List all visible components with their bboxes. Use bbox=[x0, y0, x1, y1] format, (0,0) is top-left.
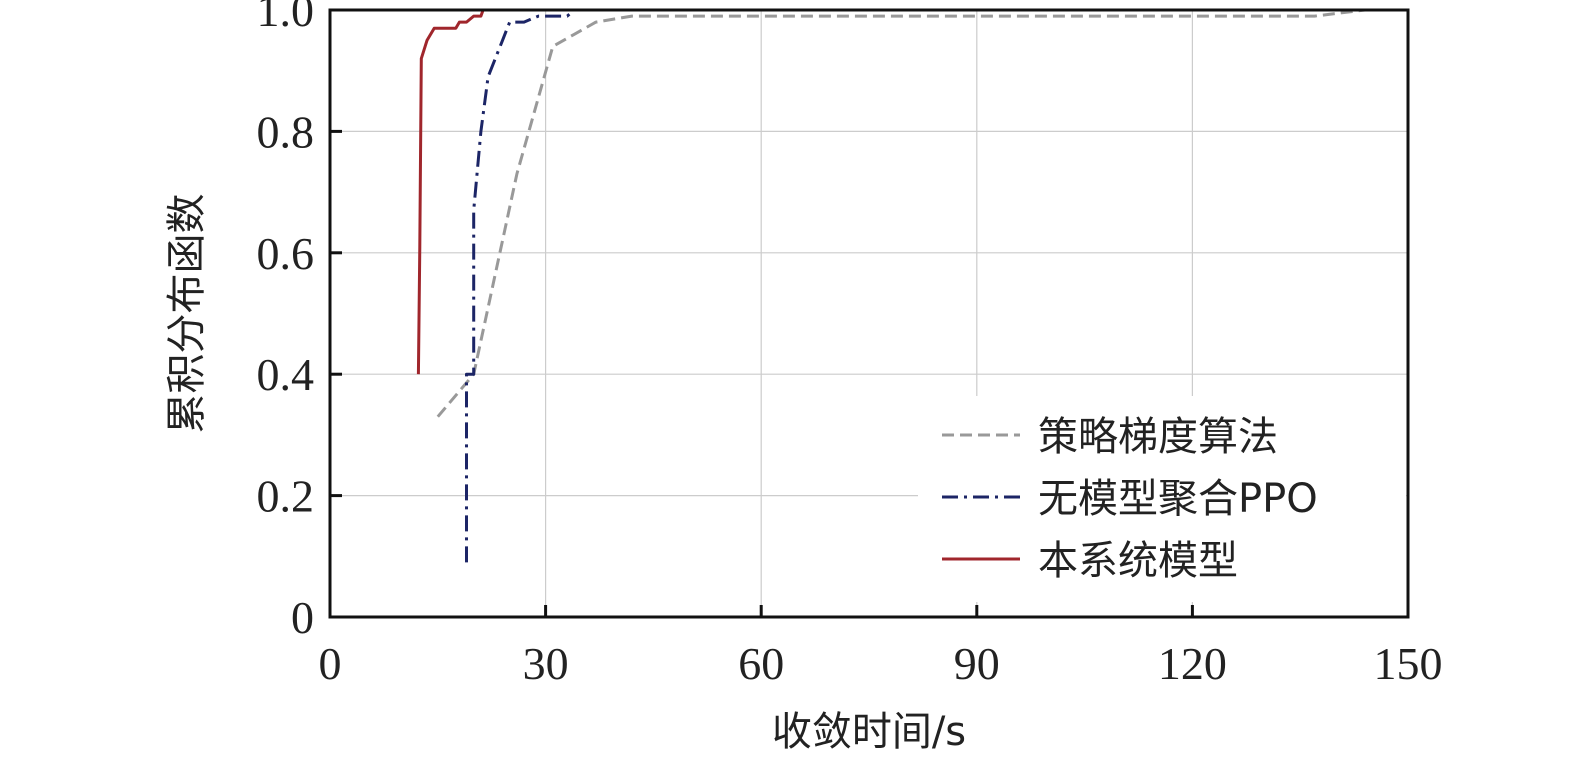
legend-label: 本系统模型 bbox=[1038, 538, 1238, 584]
series-layer bbox=[416, 8, 1366, 563]
y-tick-label: 0.2 bbox=[257, 471, 315, 522]
x-tick-label: 120 bbox=[1158, 638, 1227, 689]
legend-box bbox=[918, 396, 1406, 602]
y-tick-label: 0 bbox=[291, 592, 314, 643]
y-tick-label: 1.0 bbox=[257, 0, 315, 36]
series-line-2 bbox=[416, 9, 485, 375]
series-line-0 bbox=[436, 8, 1366, 418]
x-tick-label: 30 bbox=[523, 638, 569, 689]
plot-frame bbox=[328, 8, 1410, 619]
x-tick-label: 150 bbox=[1374, 638, 1443, 689]
x-tick-label: 90 bbox=[954, 638, 1000, 689]
y-tick-label: 0.8 bbox=[257, 106, 315, 157]
y-tick-label: 0.6 bbox=[257, 228, 315, 279]
x-tick-label: 0 bbox=[319, 638, 342, 689]
y-axis-title: 累积分布函数 bbox=[164, 194, 210, 434]
axis-ticks: 0 30 60 90 120 150 0 0.2 0.4 0.6 0.8 1.0 bbox=[257, 0, 1443, 689]
series-line-1 bbox=[465, 8, 576, 563]
y-tick-label: 0.4 bbox=[257, 349, 315, 400]
legend-label: 策略梯度算法 bbox=[1038, 414, 1278, 460]
legend-label: 无模型聚合PPO bbox=[1038, 476, 1318, 522]
x-axis-title: 收敛时间/s bbox=[772, 709, 966, 755]
x-tick-label: 60 bbox=[738, 638, 784, 689]
